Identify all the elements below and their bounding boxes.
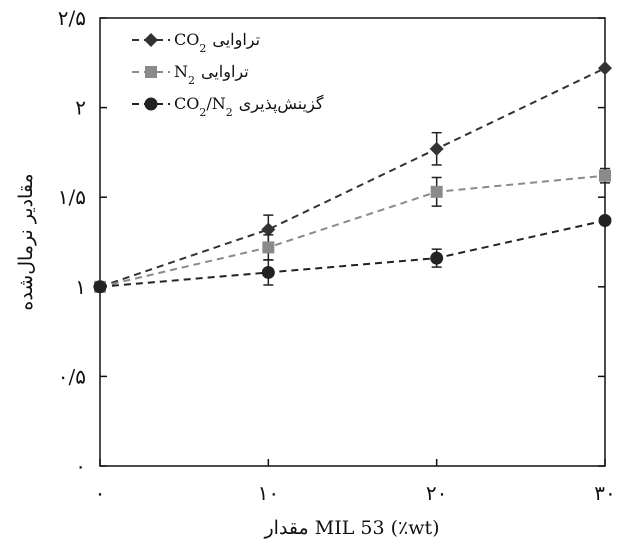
- legend-marker: [144, 97, 158, 111]
- series-line: [99, 219, 606, 288]
- plot-frame: [99, 17, 606, 467]
- series-line: [99, 67, 606, 288]
- x-tick-label: ۰: [95, 481, 106, 505]
- data-point: [93, 280, 107, 294]
- data-point: [430, 251, 444, 265]
- y-axis-label: مقادیر نرمال‌شده: [15, 173, 37, 310]
- y-axis: ۰ ۰/۵ ۱ ۱/۵ ۲ ۲/۵: [58, 6, 605, 478]
- x-tick-label: ۱۰: [258, 481, 279, 505]
- legend-label: CO2 تراوایی: [174, 30, 260, 55]
- data-point: [598, 213, 612, 227]
- x-axis: ۰ ۱۰ ۲۰ ۳۰: [95, 459, 616, 505]
- x-axis-label: مقدار MIL 53 (٪wt): [263, 517, 439, 539]
- series-layer: [93, 61, 612, 294]
- legend-label: N2 تراوایی: [174, 62, 249, 87]
- data-point: [262, 241, 275, 254]
- y-tick-label: ۰/۵: [58, 364, 86, 388]
- x-tick-label: ۲۰: [426, 481, 447, 505]
- x-tick-label: ۳۰: [594, 481, 615, 505]
- series-1: [93, 61, 612, 294]
- data-point: [430, 185, 443, 198]
- y-tick-label: ۱/۵: [58, 185, 86, 209]
- data-point: [261, 265, 275, 279]
- series-2: [94, 167, 611, 293]
- data-point: [598, 61, 612, 76]
- legend-entry-1: CO2 تراوایی: [132, 30, 260, 55]
- y-tick-label: ۱: [75, 275, 86, 299]
- y-tick-label: ۲/۵: [58, 6, 86, 30]
- data-point: [261, 222, 276, 237]
- series-3: [93, 213, 612, 294]
- y-tick-label: ۲: [75, 96, 86, 120]
- legend: CO2 تراوایی N2 تراوایی CO2/N2 گزینش‌پذیری: [132, 30, 324, 119]
- legend-marker: [145, 66, 157, 78]
- y-tick-label: ۰: [75, 454, 86, 478]
- legend-label: CO2/N2 گزینش‌پذیری: [174, 94, 324, 119]
- data-point: [599, 169, 611, 182]
- legend-marker: [144, 33, 158, 47]
- series-line: [99, 174, 606, 288]
- legend-entry-2: N2 تراوایی: [132, 62, 249, 87]
- legend-entry-3: CO2/N2 گزینش‌پذیری: [132, 94, 324, 119]
- data-point: [429, 141, 444, 156]
